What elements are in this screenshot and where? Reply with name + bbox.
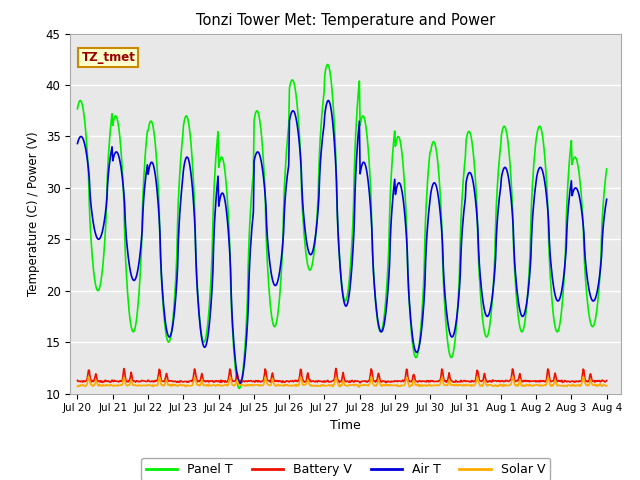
Line: Air T: Air T (77, 100, 607, 384)
Solar V (220, 383, 228, 388)
Y-axis label: Temperature (C) / Power (V): Temperature (C) / Power (V) (28, 132, 40, 296)
Battery V (408, 379, 415, 384)
Air T (236, 381, 244, 386)
Text: TZ_tmet: TZ_tmet (81, 50, 135, 63)
Solar V (423, 383, 431, 388)
Solar V (356, 384, 364, 390)
Solar V (408, 382, 415, 388)
Battery V (83, 377, 91, 383)
Panel T (74, 106, 81, 112)
X-axis label: Time: Time (330, 419, 361, 432)
Panel T (191, 234, 199, 240)
Panel T (324, 61, 332, 67)
Panel T (83, 146, 91, 152)
Battery V (138, 378, 145, 384)
Legend: Panel T, Battery V, Air T, Solar V: Panel T, Battery V, Air T, Solar V (141, 458, 550, 480)
Solar V (192, 378, 200, 384)
Battery V (220, 378, 227, 384)
Air T (603, 196, 611, 202)
Panel T (408, 332, 415, 338)
Solar V (603, 383, 611, 389)
Solar V (84, 374, 92, 380)
Air T (324, 97, 332, 103)
Line: Solar V: Solar V (77, 377, 607, 387)
Panel T (603, 166, 611, 172)
Air T (138, 237, 145, 242)
Air T (83, 155, 91, 160)
Battery V (74, 377, 81, 383)
Line: Panel T: Panel T (77, 64, 607, 388)
Battery V (332, 366, 340, 372)
Battery V (191, 368, 199, 374)
Solar V (74, 384, 81, 389)
Line: Battery V: Battery V (77, 369, 607, 383)
Air T (423, 229, 431, 235)
Battery V (356, 380, 364, 386)
Title: Tonzi Tower Met: Temperature and Power: Tonzi Tower Met: Temperature and Power (196, 13, 495, 28)
Air T (408, 326, 415, 332)
Solar V (83, 382, 91, 387)
Air T (220, 191, 227, 197)
Panel T (236, 385, 243, 391)
Air T (191, 230, 199, 236)
Air T (74, 141, 81, 146)
Battery V (423, 378, 431, 384)
Battery V (603, 378, 611, 384)
Panel T (138, 244, 145, 250)
Panel T (220, 157, 227, 163)
Panel T (423, 186, 431, 192)
Solar V (138, 383, 146, 388)
